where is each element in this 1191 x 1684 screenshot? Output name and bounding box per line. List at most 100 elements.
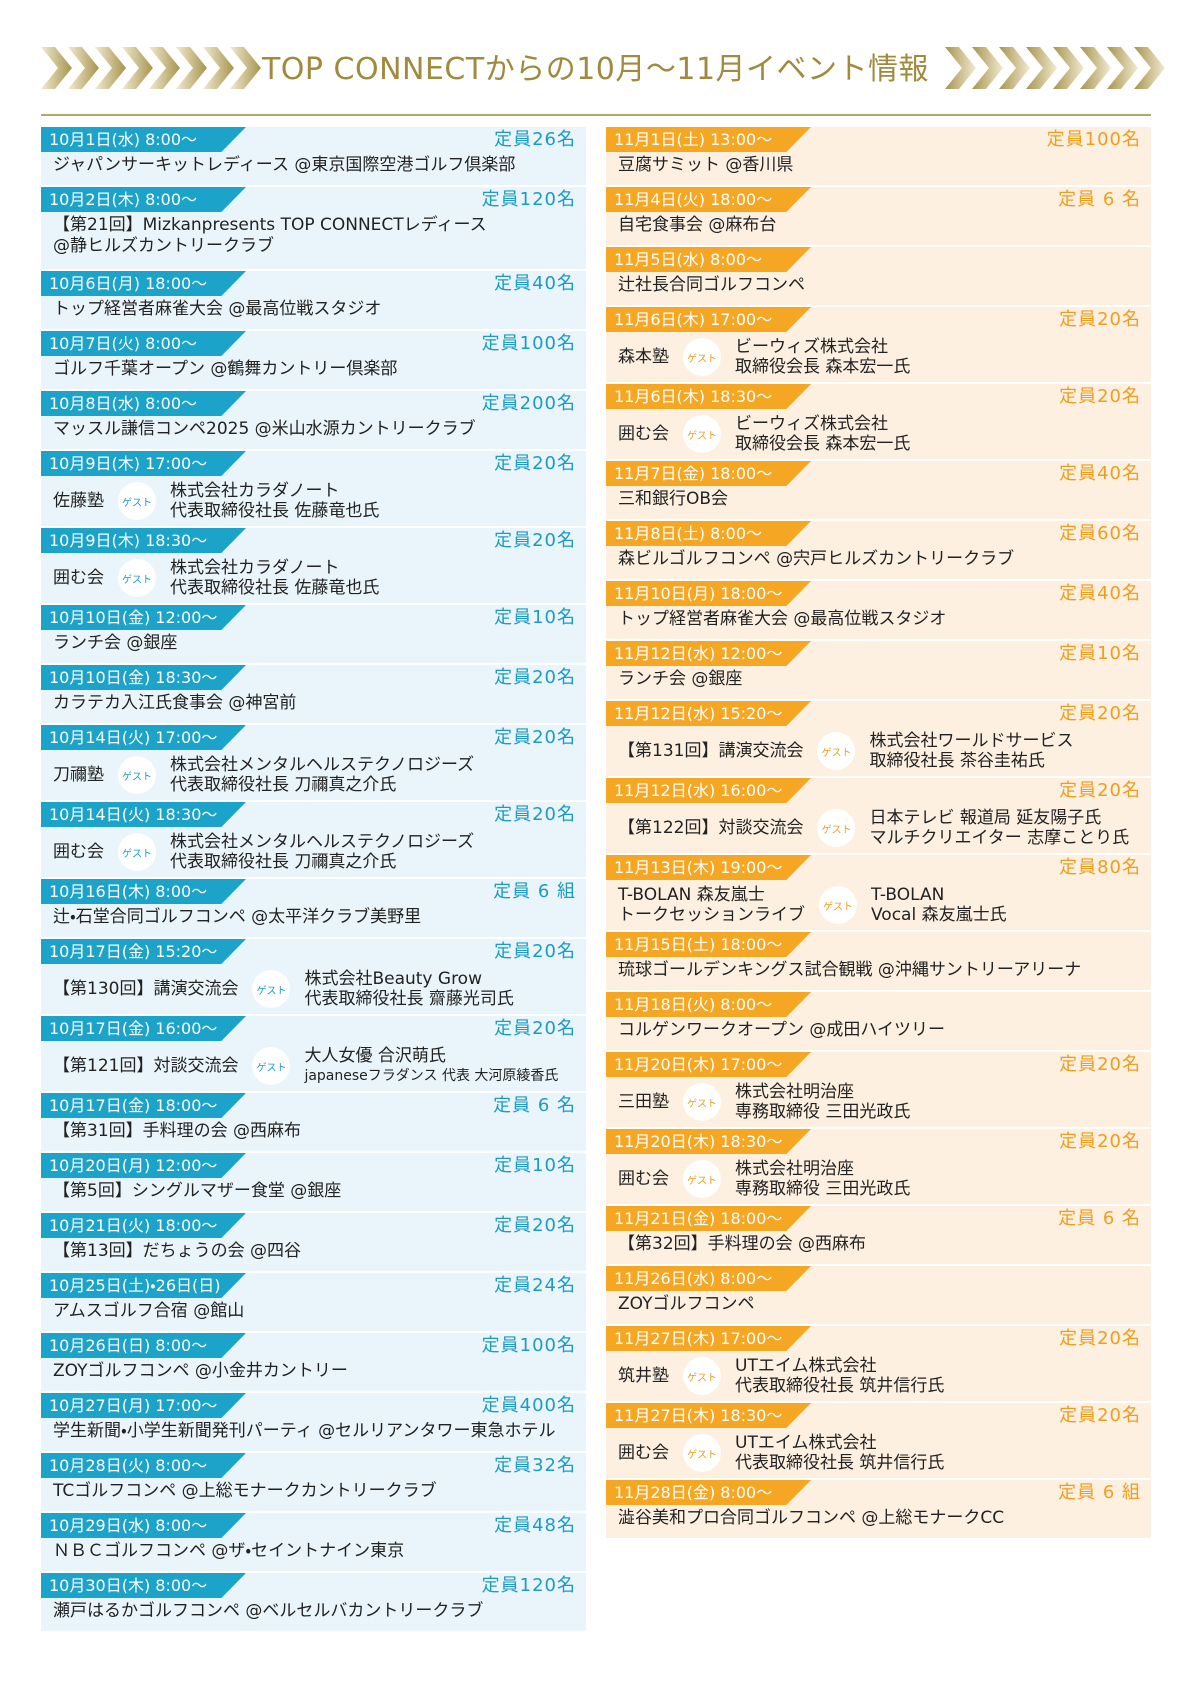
event-guest: 大人女優 合沢萌氏 japaneseフラダンス 代表 大河原綾香氏 — [304, 1046, 558, 1086]
event-capacity: 定員10名 — [494, 1155, 576, 1176]
event-guest-row: 囲む会 ゲスト 株式会社明治座 専務取締役 三田光政氏 — [618, 1156, 910, 1202]
page-title: TOP CONNECTからの10月〜11月イベント情報 — [261, 52, 930, 87]
event-host: 【第130回】講演交流会 — [53, 979, 238, 999]
event-item: 11月7日(金) 18:00〜 定員40名 三和銀行OB会 — [606, 461, 1151, 519]
host-line: 刀禰塾 — [53, 765, 104, 785]
event-host: 囲む会 — [618, 1169, 669, 1189]
event-date: 10月14日(火) 17:00〜 — [41, 725, 246, 750]
event-capacity: 定員100名 — [1046, 129, 1141, 150]
event-capacity: 定員20名 — [1059, 1405, 1141, 1426]
host-line: 【第131回】講演交流会 — [618, 741, 804, 761]
guest-line: 大人女優 合沢萌氏 — [304, 1046, 446, 1066]
event-guest: T-BOLAN Vocal 森友嵐士氏 — [871, 885, 1007, 925]
event-capacity: 定員40名 — [1059, 583, 1141, 604]
host-line: 佐藤塾 — [53, 491, 104, 511]
guest-line: 代表取締役社長 筑井信行氏 — [735, 1376, 945, 1396]
guest-badge: ゲスト — [118, 559, 156, 597]
description-line: 辻・石堂合同ゴルフコンペ @太平洋クラブ美野里 — [53, 907, 422, 927]
event-item: 11月12日(水) 12:00〜 定員10名 ランチ会 @銀座 — [606, 641, 1151, 699]
event-item: 10月17日(金) 18:00〜 定員 6 名【第31回】手料理の会 @西麻布 — [41, 1093, 586, 1151]
guest-line: UTエイム株式会社 — [735, 1433, 877, 1453]
event-description: 【第32回】手料理の会 @西麻布 — [618, 1234, 866, 1255]
event-item: 11月20日(木) 17:00〜 定員20名 三田塾 ゲスト 株式会社明治座 専務取締役 … — [606, 1052, 1151, 1127]
event-description: カラテカ入江氏食事会 @神宮前 — [53, 693, 296, 714]
event-host: 森本塾 — [618, 347, 669, 367]
event-capacity: 定員20名 — [494, 804, 576, 825]
guest-line: 株式会社明治座 — [735, 1082, 854, 1102]
title-rule — [41, 114, 1151, 116]
guest-line: ビーウィズ株式会社 — [735, 414, 888, 434]
event-description: ランチ会 @銀座 — [53, 633, 177, 654]
left-chevrons — [41, 47, 261, 89]
event-capacity: 定員20名 — [494, 941, 576, 962]
event-guest: 日本テレビ 報道局 延友陽子氏 マルチクリエイター 志摩ことり氏 — [869, 808, 1129, 848]
host-line: 囲む会 — [618, 1169, 669, 1189]
event-date: 10月17日(金) 18:00〜 — [41, 1093, 246, 1118]
guest-badge: ゲスト — [118, 756, 156, 794]
event-description: 森ビルゴルフコンペ @宍戸ヒルズカントリークラブ — [618, 549, 1014, 570]
description-line: ZOYゴルフコンペ @小金井カントリー — [53, 1361, 348, 1381]
event-item: 11月5日(水) 8:00〜 辻社長合同ゴルフコンペ — [606, 247, 1151, 305]
description-line: トップ経営者麻雀大会 @最高位戦スタジオ — [53, 299, 382, 319]
event-item: 11月6日(木) 17:00〜 定員20名 森本塾 ゲスト ビーウィズ株式会社 取締役会長… — [606, 307, 1151, 382]
guest-line: T-BOLAN — [871, 885, 945, 905]
event-date: 10月21日(火) 18:00〜 — [41, 1213, 246, 1238]
guest-badge: ゲスト — [819, 886, 857, 924]
description-line: 【第31回】手料理の会 @西麻布 — [53, 1121, 302, 1141]
event-capacity: 定員20名 — [494, 1215, 576, 1236]
event-capacity: 定員 6 名 — [1058, 1208, 1141, 1229]
event-description: トップ経営者麻雀大会 @最高位戦スタジオ — [618, 609, 946, 630]
event-host: 囲む会 — [618, 424, 669, 444]
event-capacity: 定員32名 — [494, 1455, 576, 1476]
event-guest: 株式会社メンタルヘルステクノロジーズ 代表取締役社長 刀禰真之介氏 — [170, 832, 474, 872]
event-capacity: 定員 6 名 — [1058, 189, 1141, 210]
guest-line: 株式会社メンタルヘルステクノロジーズ — [170, 832, 475, 852]
event-guest: 株式会社メンタルヘルステクノロジーズ 代表取締役社長 刀禰真之介氏 — [170, 755, 474, 795]
event-item: 11月12日(水) 15:20〜 定員20名 【第131回】講演交流会 ゲスト 株式会社… — [606, 701, 1151, 776]
event-guest-row: 囲む会 ゲスト UTエイム株式会社 代表取締役社長 筑井信行氏 — [618, 1430, 944, 1476]
event-item: 10月9日(木) 18:30〜 定員20名 囲む会 ゲスト 株式会社カラダノート 代表取締… — [41, 528, 586, 603]
event-item: 10月29日(水) 8:00〜 定員48名 ＮＢＣゴルフコンペ @ザ・セイントナイン… — [41, 1513, 586, 1571]
event-description: ゴルフ千葉オープン @鶴舞カントリー倶楽部 — [53, 359, 397, 380]
guest-badge: ゲスト — [118, 833, 156, 871]
event-description: マッスル謙信コンペ2025 @米山水源カントリークラブ — [53, 419, 476, 440]
event-date: 11月15日(土) 18:00〜 — [606, 932, 811, 957]
event-capacity: 定員20名 — [494, 667, 576, 688]
event-date: 11月12日(水) 15:20〜 — [606, 701, 811, 726]
event-date: 10月10日(金) 18:30〜 — [41, 665, 246, 690]
event-item: 10月2日(木) 8:00〜 定員120名 【第21回】Mizkanpresents… — [41, 187, 586, 269]
event-description: 辻・石堂合同ゴルフコンペ @太平洋クラブ美野里 — [53, 907, 421, 928]
description-line: 学生新聞・小学生新聞発刊パーティ @セルリアンタワー東急ホテル — [53, 1421, 556, 1441]
event-capacity: 定員20名 — [494, 530, 576, 551]
description-line: コルゲンワークオープン @成田ハイツリー — [618, 1020, 946, 1040]
event-guest: UTエイム株式会社 代表取締役社長 筑井信行氏 — [735, 1433, 944, 1473]
event-host: 筑井塾 — [618, 1366, 669, 1386]
event-description: 辻社長合同ゴルフコンペ — [618, 275, 805, 296]
event-capacity: 定員20名 — [494, 1018, 576, 1039]
event-guest: 株式会社明治座 専務取締役 三田光政氏 — [735, 1082, 910, 1122]
event-guest-row: 【第122回】対談交流会 ゲスト 日本テレビ 報道局 延友陽子氏 マルチクリエイター … — [618, 805, 1129, 851]
event-capacity: 定員20名 — [1059, 1054, 1141, 1075]
guest-badge: ゲスト — [683, 1357, 721, 1395]
event-date: 11月8日(土) 8:00〜 — [606, 521, 811, 546]
event-capacity: 定員60名 — [1059, 523, 1141, 544]
event-guest-row: 【第131回】講演交流会 ゲスト 株式会社ワールドサービス 取締役社長 茶谷圭祐氏 — [618, 728, 1073, 774]
event-guest-row: 刀禰塾 ゲスト 株式会社メンタルヘルステクノロジーズ 代表取締役社長 刀禰真之介氏 — [53, 752, 474, 798]
host-line: 囲む会 — [53, 842, 104, 862]
description-line: アムスゴルフ合宿 @館山 — [53, 1301, 245, 1321]
event-host: 【第121回】対談交流会 — [53, 1056, 238, 1076]
event-date: 10月8日(水) 8:00〜 — [41, 391, 246, 416]
event-item: 10月14日(火) 17:00〜 定員20名 刀禰塾 ゲスト 株式会社メンタルヘルステク… — [41, 725, 586, 800]
event-item: 10月17日(金) 15:20〜 定員20名 【第130回】講演交流会 ゲスト 株式会社… — [41, 939, 586, 1014]
event-item: 10月26日(日) 8:00〜 定員100名 ZOYゴルフコンペ @小金井カントリー — [41, 1333, 586, 1391]
guest-badge: ゲスト — [817, 732, 856, 770]
guest-line: 株式会社ワールドサービス — [869, 731, 1074, 751]
description-line: トップ経営者麻雀大会 @最高位戦スタジオ — [618, 609, 947, 629]
event-guest-row: 囲む会 ゲスト 株式会社カラダノート 代表取締役社長 佐藤竜也氏 — [53, 555, 379, 601]
event-capacity: 定員100名 — [481, 1335, 576, 1356]
guest-badge: ゲスト — [683, 1160, 721, 1198]
event-item: 11月27日(木) 17:00〜 定員20名 筑井塾 ゲスト UTエイム株式会社 代表取締… — [606, 1326, 1151, 1401]
event-capacity: 定員26名 — [494, 129, 576, 150]
host-line: 【第130回】講演交流会 — [53, 979, 239, 999]
